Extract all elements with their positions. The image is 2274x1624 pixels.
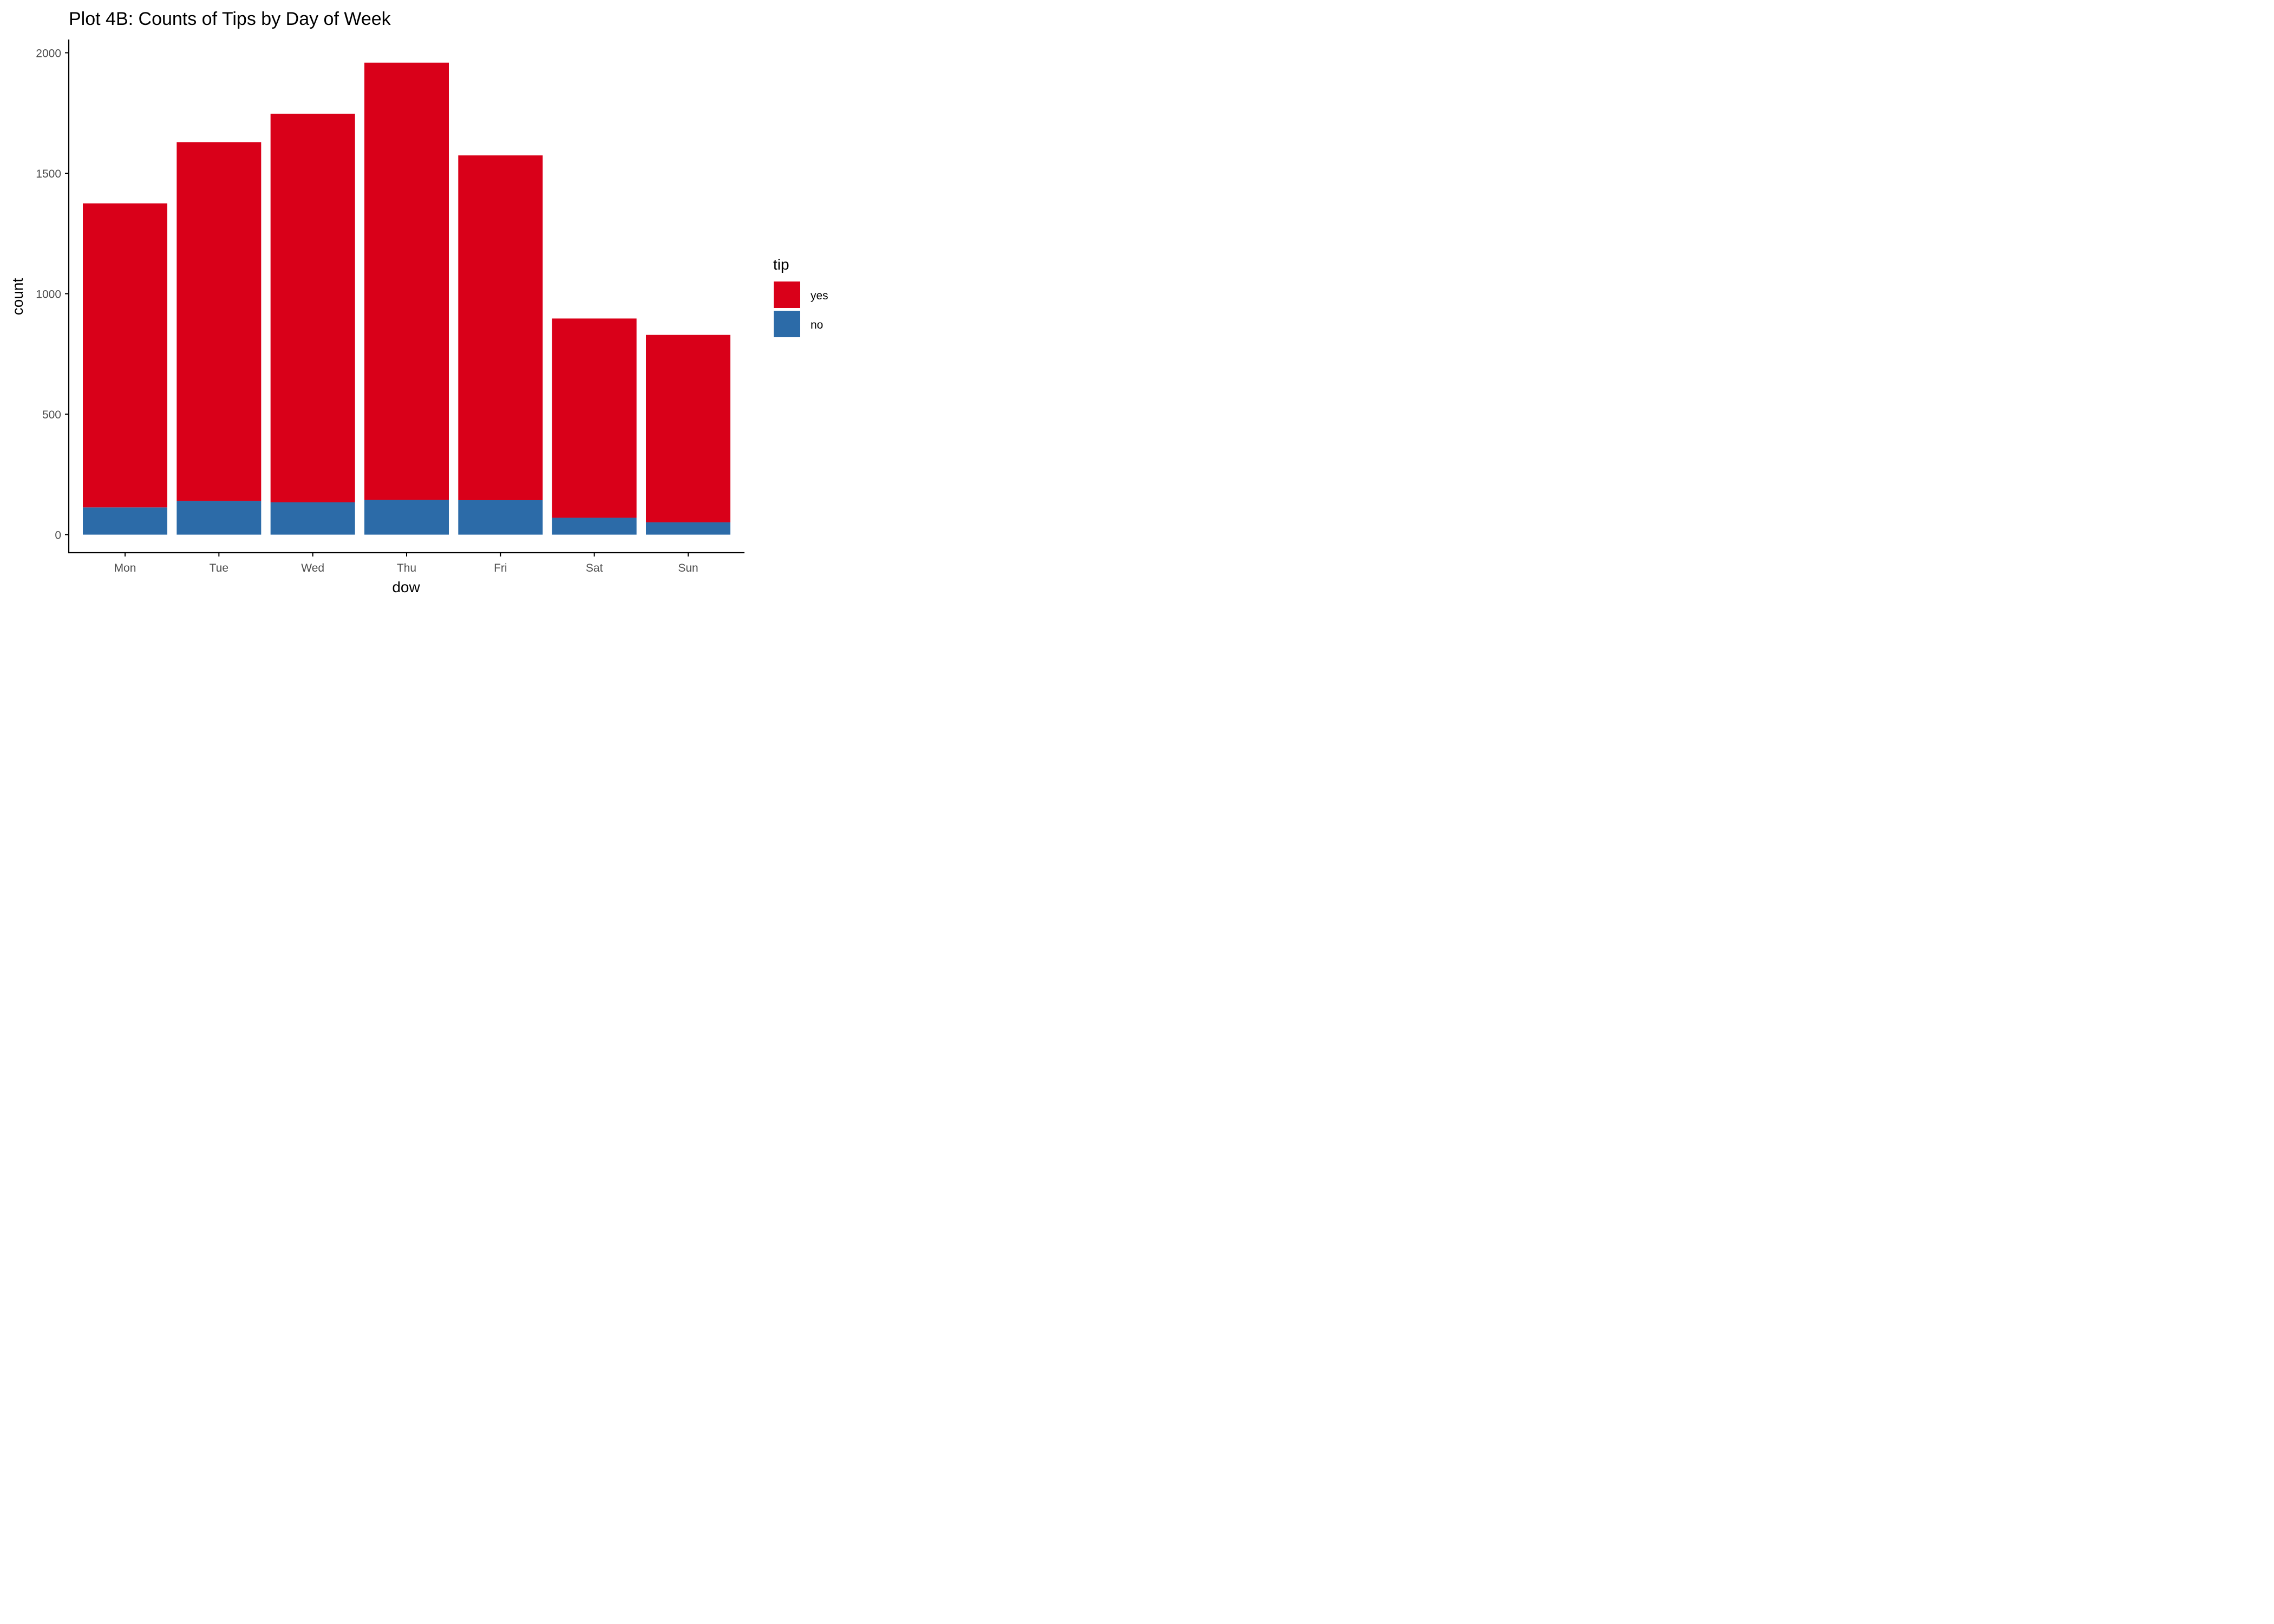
y-tick-label: 1500 — [36, 168, 61, 180]
bar-yes-thu — [364, 62, 449, 500]
x-axis-ticks: Mon Tue Wed Thu Fri Sat Sun — [114, 553, 698, 574]
bar-no-mon — [83, 507, 167, 535]
legend: tip yes no — [773, 256, 828, 337]
bar-yes-fri — [458, 155, 543, 500]
bars-layer — [83, 62, 730, 535]
y-tick-label: 1000 — [36, 289, 61, 301]
x-axis-title: dow — [392, 579, 420, 595]
bar-yes-wed — [270, 114, 355, 502]
x-tick-label-sun: Sun — [678, 562, 698, 574]
x-tick-label-wed: Wed — [301, 562, 324, 574]
bar-no-sun — [646, 522, 730, 535]
bar-yes-sat — [552, 318, 637, 518]
stacked-bar-chart: Plot 4B: Counts of Tips by Day of Week 0… — [9, 9, 828, 595]
y-tick-label: 2000 — [36, 47, 61, 60]
x-tick-label-mon: Mon — [114, 562, 136, 574]
y-axis-ticks: 0 500 1000 1500 2000 — [36, 47, 69, 542]
legend-swatch-no — [774, 311, 800, 337]
x-tick-label-sat: Sat — [586, 562, 603, 574]
bar-yes-mon — [83, 203, 167, 508]
chart-title: Plot 4B: Counts of Tips by Day of Week — [69, 9, 391, 29]
y-tick-label: 0 — [55, 529, 61, 542]
legend-items: yes no — [774, 281, 828, 337]
y-tick-label: 500 — [42, 409, 61, 421]
bar-no-tue — [177, 501, 262, 535]
legend-swatch-yes — [774, 281, 800, 308]
bar-yes-sun — [646, 335, 730, 522]
x-tick-label-tue: Tue — [210, 562, 228, 574]
bar-no-wed — [270, 502, 355, 535]
legend-title: tip — [773, 256, 789, 273]
bar-no-fri — [458, 500, 543, 535]
bar-no-sat — [552, 518, 637, 535]
bar-yes-tue — [177, 142, 262, 501]
x-tick-label-fri: Fri — [494, 562, 507, 574]
legend-label-no: no — [811, 319, 823, 331]
x-tick-label-thu: Thu — [397, 562, 416, 574]
bar-no-thu — [364, 500, 449, 535]
legend-label-yes: yes — [811, 290, 828, 302]
y-axis-title: count — [9, 278, 26, 316]
